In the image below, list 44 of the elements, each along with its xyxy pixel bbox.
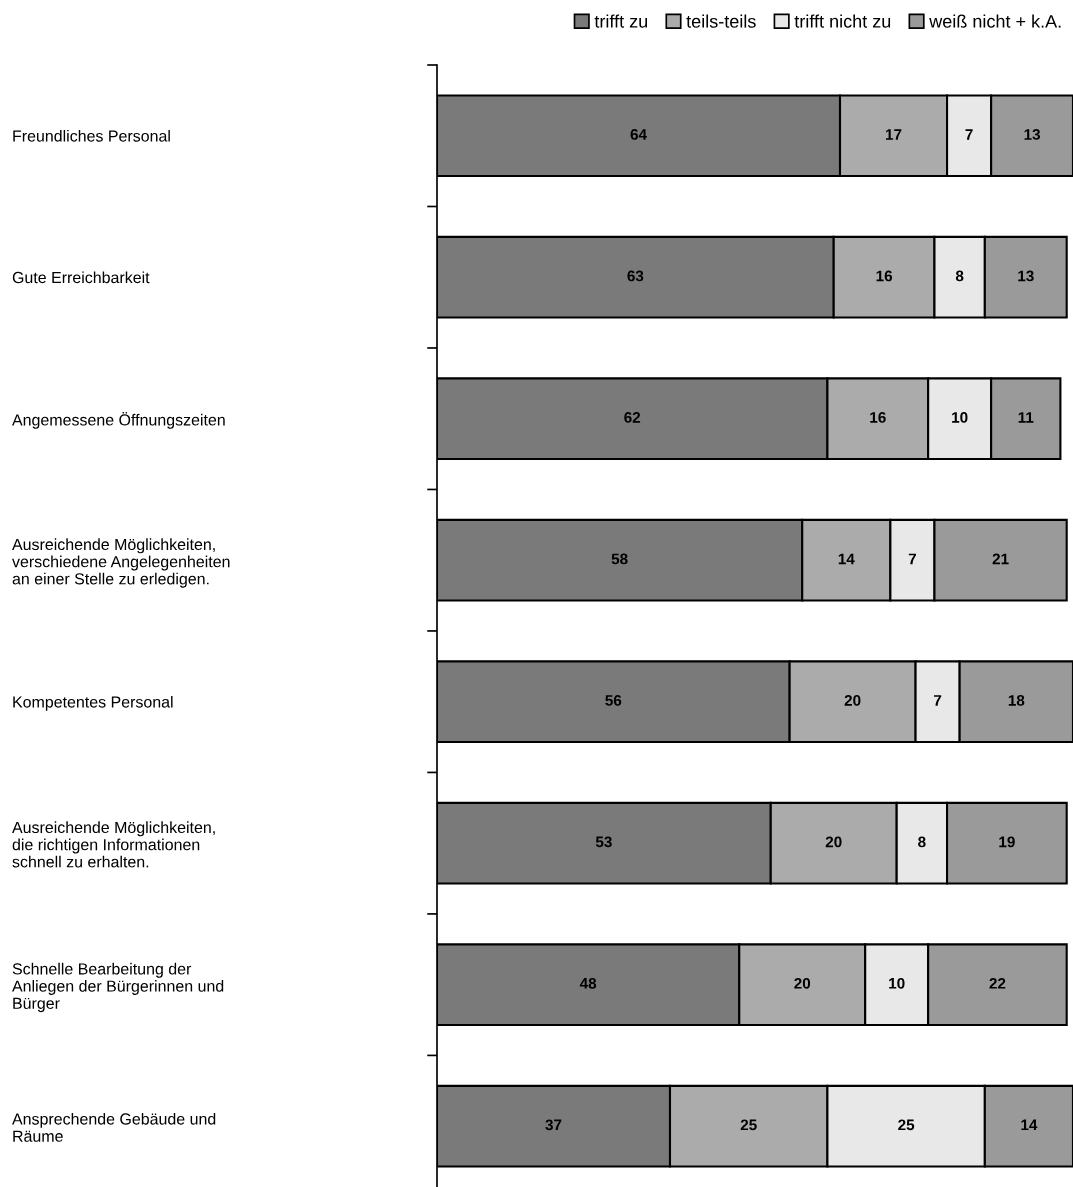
data-label: 8 xyxy=(918,836,926,848)
legend-label: weiß nicht + k.A. xyxy=(929,14,1061,28)
data-label: 7 xyxy=(965,129,973,140)
data-label: 48 xyxy=(579,977,597,989)
y-tick-label: Ausreichende Möglichkeiten, verschiedene Angelegenheiten an einer Stelle zu erledigen. xyxy=(12,538,230,588)
data-label: 53 xyxy=(595,836,612,848)
data-label: 62 xyxy=(624,412,641,423)
legend-label: trifft nicht zu xyxy=(794,14,891,28)
data-label: 13 xyxy=(1018,270,1034,282)
data-label: 16 xyxy=(876,270,893,282)
legend-label: teils-teils xyxy=(686,14,756,28)
data-label: 7 xyxy=(934,695,942,706)
y-tick-label: Ausreichende Möglichkeiten, die richtigen Informationen schnell zu erhalten. xyxy=(12,821,215,868)
data-label: 20 xyxy=(844,694,861,706)
y-tick-label: Angemessene Öffnungszeiten xyxy=(12,412,225,429)
y-tick-label: Kompetentes Personal xyxy=(13,695,173,711)
data-label: 7 xyxy=(908,553,916,565)
data-label: 25 xyxy=(898,1119,915,1131)
data-label: 56 xyxy=(605,694,622,706)
data-label: 13 xyxy=(1024,129,1041,140)
y-tick-label: Ansprechende Gebäude und Räume xyxy=(12,1112,216,1142)
y-tick-label: Freundliches Personal xyxy=(13,129,170,142)
data-label: 25 xyxy=(740,1119,757,1131)
y-tick-label: Schnelle Bearbeitung der Anliegen der Bürgerinnen und Bürger xyxy=(12,962,224,1013)
data-label: 64 xyxy=(630,129,647,140)
data-label: 8 xyxy=(955,270,964,282)
data-label: 10 xyxy=(889,977,905,989)
data-label: 14 xyxy=(838,553,855,565)
data-label: 37 xyxy=(545,1119,562,1131)
data-label: 22 xyxy=(989,977,1006,989)
data-label: 14 xyxy=(1021,1119,1038,1131)
data-label: 18 xyxy=(1008,694,1025,706)
data-label: 63 xyxy=(627,270,644,282)
y-tick-label: Gute Erreichbarkeit xyxy=(12,271,150,284)
data-label: 16 xyxy=(870,412,886,423)
data-label: 20 xyxy=(825,836,842,848)
data-label: 21 xyxy=(992,553,1009,565)
data-label: 17 xyxy=(886,129,902,140)
data-label: 11 xyxy=(1018,412,1034,423)
data-label: 10 xyxy=(952,412,968,423)
data-label: 19 xyxy=(999,836,1015,848)
data-label: 58 xyxy=(611,553,628,565)
legend-label: trifft zu xyxy=(594,14,648,28)
data-label: 20 xyxy=(794,977,811,989)
